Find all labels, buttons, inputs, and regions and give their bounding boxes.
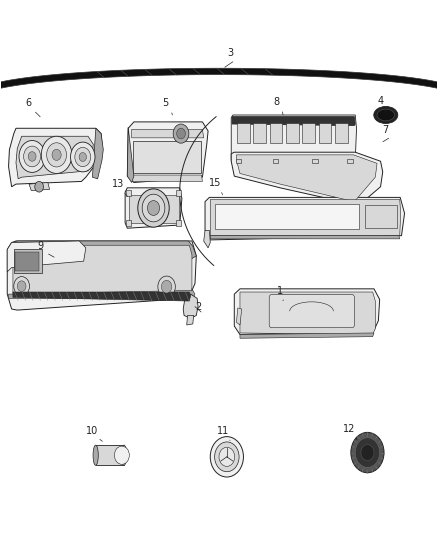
Polygon shape bbox=[253, 123, 266, 143]
Polygon shape bbox=[237, 123, 250, 143]
Polygon shape bbox=[234, 289, 380, 335]
Polygon shape bbox=[210, 236, 400, 239]
Bar bbox=[365, 205, 397, 228]
Text: 7: 7 bbox=[383, 125, 389, 135]
Circle shape bbox=[114, 446, 129, 464]
Circle shape bbox=[35, 181, 43, 192]
Polygon shape bbox=[29, 182, 49, 190]
Bar bbox=[236, 159, 241, 163]
Bar bbox=[273, 159, 279, 163]
Circle shape bbox=[47, 143, 67, 167]
Polygon shape bbox=[335, 123, 348, 143]
Text: 8: 8 bbox=[274, 97, 280, 107]
Polygon shape bbox=[13, 245, 192, 297]
Circle shape bbox=[351, 432, 384, 473]
Circle shape bbox=[41, 136, 72, 173]
Polygon shape bbox=[231, 152, 383, 205]
Text: 6: 6 bbox=[25, 98, 31, 108]
Bar bbox=[133, 141, 201, 173]
Polygon shape bbox=[237, 155, 377, 201]
Polygon shape bbox=[7, 241, 196, 310]
Circle shape bbox=[28, 152, 36, 161]
Text: 2: 2 bbox=[195, 302, 201, 312]
Circle shape bbox=[19, 141, 45, 172]
Ellipse shape bbox=[121, 445, 127, 465]
Polygon shape bbox=[269, 123, 283, 143]
Polygon shape bbox=[204, 230, 210, 248]
Polygon shape bbox=[13, 292, 191, 301]
Circle shape bbox=[148, 200, 159, 215]
FancyBboxPatch shape bbox=[269, 295, 354, 328]
Polygon shape bbox=[210, 199, 401, 236]
Bar bbox=[176, 220, 181, 226]
Polygon shape bbox=[92, 128, 103, 179]
Ellipse shape bbox=[374, 107, 398, 124]
Circle shape bbox=[210, 437, 244, 477]
Circle shape bbox=[219, 447, 235, 466]
Bar bbox=[215, 204, 359, 229]
Polygon shape bbox=[127, 127, 134, 182]
Circle shape bbox=[161, 280, 172, 293]
Text: 9: 9 bbox=[38, 240, 44, 251]
Circle shape bbox=[158, 276, 175, 297]
Polygon shape bbox=[240, 333, 374, 338]
Circle shape bbox=[142, 194, 165, 222]
Polygon shape bbox=[183, 294, 198, 319]
Circle shape bbox=[52, 149, 61, 160]
Polygon shape bbox=[0, 68, 438, 92]
Bar bbox=[15, 252, 39, 271]
Polygon shape bbox=[232, 117, 355, 126]
Text: 13: 13 bbox=[112, 180, 124, 189]
Bar bbox=[126, 220, 131, 226]
Circle shape bbox=[215, 442, 239, 472]
Text: 3: 3 bbox=[227, 48, 233, 58]
Polygon shape bbox=[205, 197, 405, 240]
Polygon shape bbox=[187, 316, 194, 325]
Text: 15: 15 bbox=[209, 178, 222, 188]
Polygon shape bbox=[318, 123, 332, 143]
Ellipse shape bbox=[93, 445, 98, 465]
Polygon shape bbox=[125, 188, 182, 228]
Polygon shape bbox=[132, 175, 202, 181]
Polygon shape bbox=[286, 123, 299, 143]
Text: 10: 10 bbox=[86, 425, 99, 435]
Circle shape bbox=[79, 152, 86, 161]
Bar bbox=[347, 159, 353, 163]
Circle shape bbox=[361, 445, 374, 461]
Circle shape bbox=[24, 146, 41, 167]
Polygon shape bbox=[12, 241, 196, 259]
Polygon shape bbox=[9, 290, 195, 298]
Circle shape bbox=[17, 281, 26, 292]
Bar bbox=[95, 445, 124, 465]
Bar bbox=[126, 190, 131, 196]
Circle shape bbox=[14, 277, 29, 296]
Text: 5: 5 bbox=[162, 98, 169, 108]
Polygon shape bbox=[9, 128, 102, 187]
Polygon shape bbox=[231, 115, 357, 165]
Text: 4: 4 bbox=[378, 96, 384, 106]
Polygon shape bbox=[132, 130, 204, 138]
Text: 11: 11 bbox=[217, 425, 230, 435]
Polygon shape bbox=[240, 292, 375, 335]
Polygon shape bbox=[127, 122, 208, 182]
Circle shape bbox=[138, 189, 169, 227]
Polygon shape bbox=[16, 136, 93, 179]
Bar bbox=[312, 159, 318, 163]
Bar bbox=[14, 249, 42, 273]
Ellipse shape bbox=[377, 109, 395, 121]
Bar bbox=[176, 190, 181, 196]
Text: 12: 12 bbox=[343, 424, 355, 434]
Text: 1: 1 bbox=[277, 286, 283, 296]
Circle shape bbox=[71, 142, 95, 172]
Polygon shape bbox=[129, 195, 179, 223]
Circle shape bbox=[173, 124, 189, 143]
Circle shape bbox=[177, 128, 185, 139]
Circle shape bbox=[75, 147, 91, 167]
Polygon shape bbox=[7, 241, 86, 272]
Polygon shape bbox=[302, 123, 315, 143]
Circle shape bbox=[355, 438, 380, 467]
Polygon shape bbox=[237, 308, 242, 325]
